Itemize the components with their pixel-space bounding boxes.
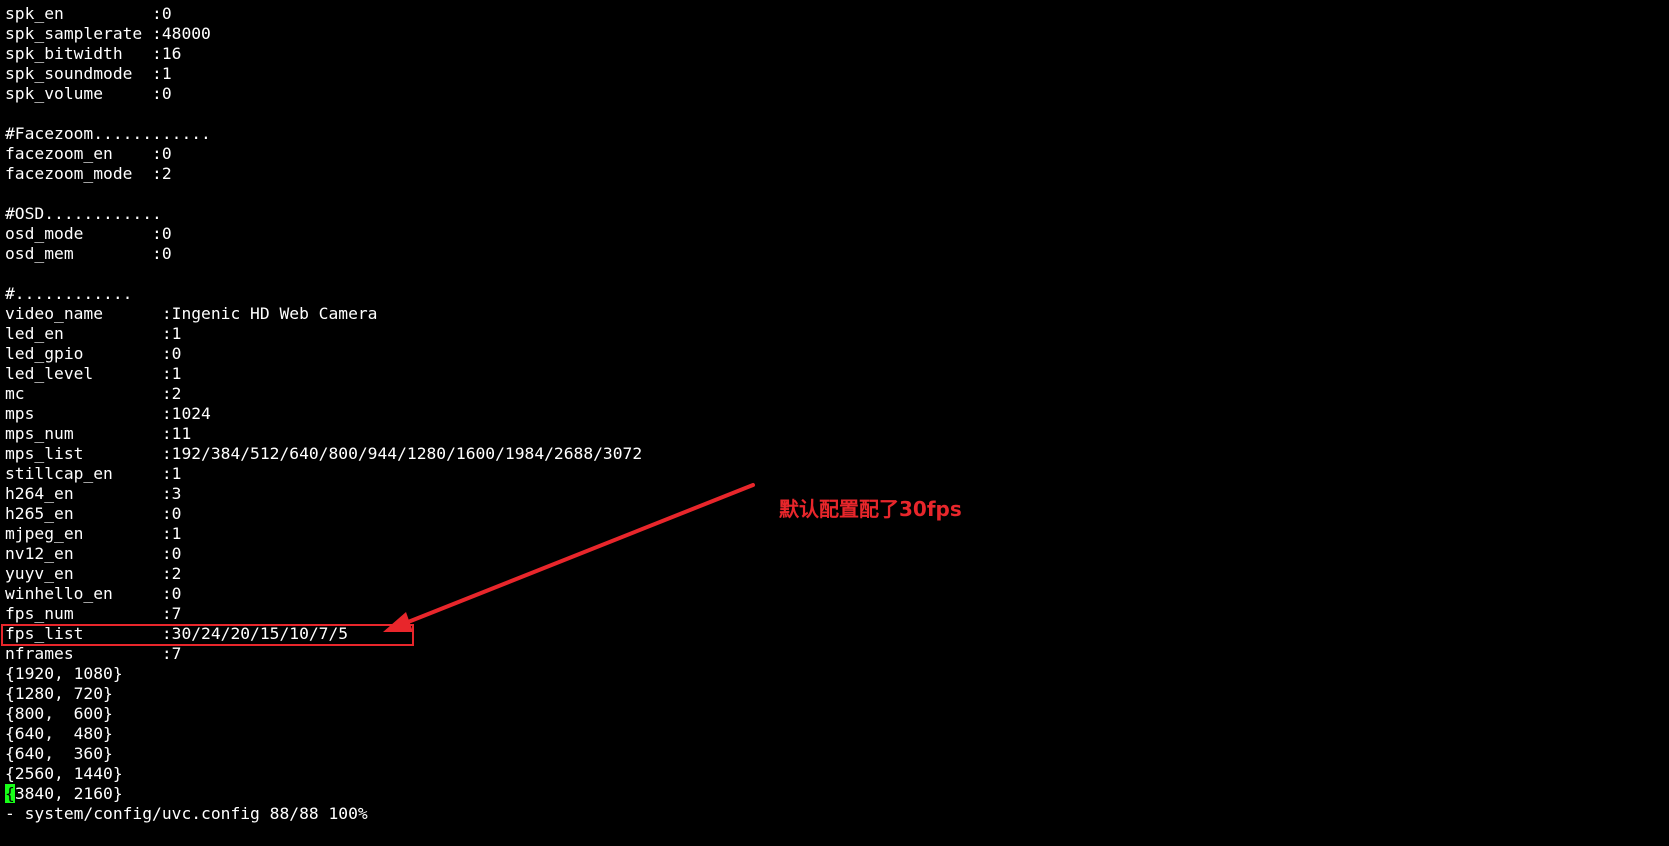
terminal-line: {800, 600}: [5, 704, 113, 723]
terminal-line: winhello_en :0: [5, 584, 182, 603]
terminal-line: h265_en :0: [5, 504, 182, 523]
terminal-line: #Facezoom............: [5, 124, 211, 143]
terminal-line: mps_num :11: [5, 424, 192, 443]
terminal-line: led_level :1: [5, 364, 182, 383]
terminal-line: facezoom_mode :2: [5, 164, 172, 183]
terminal-line: {2560, 1440}: [5, 764, 123, 783]
editor-status-line: - system/config/uvc.config 88/88 100%: [5, 804, 368, 823]
terminal-line: yuyv_en :2: [5, 564, 182, 583]
terminal-line: spk_soundmode :1: [5, 64, 172, 83]
terminal-line: h264_en :3: [5, 484, 182, 503]
cursor-line-text: 3840, 2160}: [14, 784, 123, 803]
terminal-line-cursor: {3840, 2160}: [5, 784, 642, 804]
terminal-line: fps_num :7: [5, 604, 182, 623]
terminal-output[interactable]: spk_en :0 spk_samplerate :48000 spk_bitwid…: [5, 4, 642, 824]
terminal-line: video_name :Ingenic HD Web Camera: [5, 304, 378, 323]
fps-list-highlight-box: [1, 624, 414, 646]
terminal-line: nframes :7: [5, 644, 182, 663]
annotation-label: 默认配置配了30fps: [779, 497, 962, 521]
terminal-line: {1920, 1080}: [5, 664, 123, 683]
terminal-line: [5, 184, 642, 204]
terminal-line: spk_bitwidth :16: [5, 44, 182, 63]
terminal-line: fps_list :30/24/20/15/10/7/5: [5, 624, 349, 643]
terminal-line: mps_list :192/384/512/640/800/944/1280/1…: [5, 444, 643, 463]
terminal-line: led_gpio :0: [5, 344, 182, 363]
terminal-line: facezoom_en :0: [5, 144, 172, 163]
terminal-line: osd_mem :0: [5, 244, 172, 263]
terminal-line: led_en :1: [5, 324, 182, 343]
terminal-line: {1280, 720}: [5, 684, 113, 703]
terminal-line: mc :2: [5, 384, 182, 403]
text-cursor: {: [5, 784, 15, 803]
terminal-line: {640, 360}: [5, 744, 113, 763]
terminal-line: nv12_en :0: [5, 544, 182, 563]
terminal-line: spk_volume :0: [5, 84, 172, 103]
terminal-line: #............: [5, 284, 133, 303]
terminal-line: spk_samplerate :48000: [5, 24, 211, 43]
terminal-line: spk_en :0: [5, 4, 172, 23]
terminal-line: mjpeg_en :1: [5, 524, 182, 543]
terminal-line: osd_mode :0: [5, 224, 172, 243]
terminal-line: [5, 104, 642, 124]
terminal-line: #OSD............: [5, 204, 162, 223]
terminal-line: {640, 480}: [5, 724, 113, 743]
terminal-line: [5, 264, 642, 284]
terminal-line: stillcap_en :1: [5, 464, 182, 483]
terminal-line: mps :1024: [5, 404, 211, 423]
